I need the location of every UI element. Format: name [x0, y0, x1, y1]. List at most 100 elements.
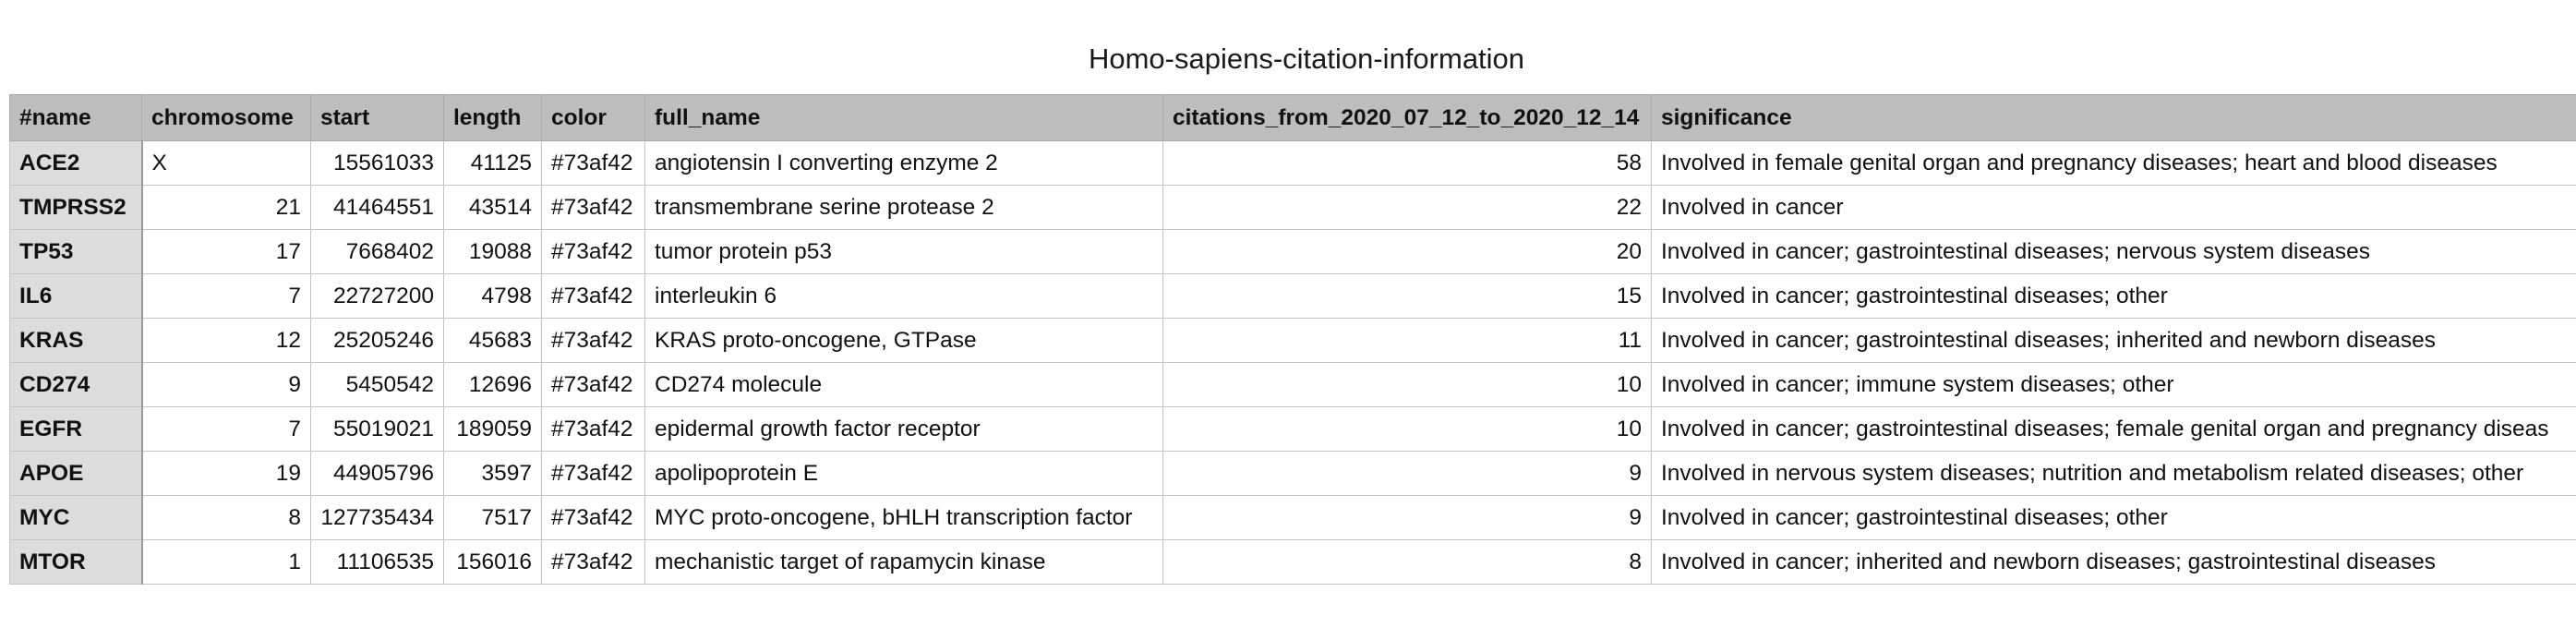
cell-name[interactable]: TMPRSS2: [9, 185, 143, 230]
table-row: MTOR 1 11106535 156016 #73af42 mechanist…: [9, 539, 2576, 585]
cell-chromosome[interactable]: 17: [141, 229, 311, 274]
cell-full-name[interactable]: tumor protein p53: [644, 229, 1163, 274]
column-header-significance[interactable]: significance: [1651, 94, 2576, 141]
cell-chromosome[interactable]: 1: [141, 539, 311, 585]
cell-chromosome[interactable]: X: [141, 140, 311, 186]
cell-color[interactable]: #73af42: [541, 140, 645, 186]
cell-significance[interactable]: Involved in cancer; immune system diseas…: [1651, 362, 2576, 407]
cell-full-name[interactable]: transmembrane serine protease 2: [644, 185, 1163, 230]
cell-significance[interactable]: Involved in nervous system diseases; nut…: [1651, 451, 2576, 496]
cell-length[interactable]: 189059: [443, 406, 542, 452]
table-row: IL6 7 22727200 4798 #73af42 interleukin …: [9, 273, 2576, 319]
cell-significance[interactable]: Involved in cancer; gastrointestinal dis…: [1651, 318, 2576, 363]
cell-length[interactable]: 19088: [443, 229, 542, 274]
cell-length[interactable]: 45683: [443, 318, 542, 363]
cell-chromosome[interactable]: 7: [141, 273, 311, 319]
cell-full-name[interactable]: epidermal growth factor receptor: [644, 406, 1163, 452]
cell-name[interactable]: EGFR: [9, 406, 143, 452]
column-header-chromosome[interactable]: chromosome: [141, 94, 311, 141]
cell-color[interactable]: #73af42: [541, 273, 645, 319]
cell-citations[interactable]: 22: [1162, 185, 1652, 230]
cell-citations[interactable]: 20: [1162, 229, 1652, 274]
cell-length[interactable]: 12696: [443, 362, 542, 407]
cell-length[interactable]: 4798: [443, 273, 542, 319]
cell-citations[interactable]: 9: [1162, 451, 1652, 496]
cell-color[interactable]: #73af42: [541, 185, 645, 230]
cell-start[interactable]: 25205246: [310, 318, 444, 363]
cell-full-name[interactable]: angiotensin I converting enzyme 2: [644, 140, 1163, 186]
cell-start[interactable]: 44905796: [310, 451, 444, 496]
cell-name[interactable]: ACE2: [9, 140, 143, 186]
cell-chromosome[interactable]: 19: [141, 451, 311, 496]
cell-full-name[interactable]: KRAS proto-oncogene, GTPase: [644, 318, 1163, 363]
cell-chromosome[interactable]: 21: [141, 185, 311, 230]
cell-full-name[interactable]: interleukin 6: [644, 273, 1163, 319]
cell-citations[interactable]: 10: [1162, 406, 1652, 452]
cell-start[interactable]: 5450542: [310, 362, 444, 407]
cell-chromosome[interactable]: 7: [141, 406, 311, 452]
cell-name[interactable]: TP53: [9, 229, 143, 274]
cell-chromosome[interactable]: 12: [141, 318, 311, 363]
cell-significance[interactable]: Involved in cancer; gastrointestinal dis…: [1651, 406, 2576, 452]
cell-significance[interactable]: Involved in female genital organ and pre…: [1651, 140, 2576, 186]
cell-length[interactable]: 43514: [443, 185, 542, 230]
cell-start[interactable]: 127735434: [310, 495, 444, 540]
table-row: APOE 19 44905796 3597 #73af42 apolipopro…: [9, 451, 2576, 496]
header-row: #name chromosome start length color full…: [9, 94, 2576, 141]
sheet-title: Homo-sapiens-citation-information: [1088, 42, 1525, 75]
table-row: EGFR 7 55019021 189059 #73af42 epidermal…: [9, 406, 2576, 452]
cell-start[interactable]: 41464551: [310, 185, 444, 230]
cell-color[interactable]: #73af42: [541, 406, 645, 452]
cell-start[interactable]: 55019021: [310, 406, 444, 452]
column-header-name[interactable]: #name: [9, 94, 142, 141]
cell-name[interactable]: APOE: [9, 451, 143, 496]
cell-start[interactable]: 15561033: [310, 140, 444, 186]
cell-color[interactable]: #73af42: [541, 318, 645, 363]
column-header-citations[interactable]: citations_from_2020_07_12_to_2020_12_14: [1162, 94, 1652, 141]
cell-significance[interactable]: Involved in cancer; gastrointestinal dis…: [1651, 229, 2576, 274]
cell-name[interactable]: MTOR: [9, 539, 143, 585]
cell-citations[interactable]: 10: [1162, 362, 1652, 407]
column-header-color[interactable]: color: [541, 94, 645, 141]
table-row: CD274 9 5450542 12696 #73af42 CD274 mole…: [9, 362, 2576, 407]
table-row: TP53 17 7668402 19088 #73af42 tumor prot…: [9, 229, 2576, 274]
cell-name[interactable]: CD274: [9, 362, 143, 407]
cell-name[interactable]: IL6: [9, 273, 143, 319]
cell-name[interactable]: KRAS: [9, 318, 143, 363]
column-header-full-name[interactable]: full_name: [644, 94, 1163, 141]
table-row: ACE2 X 15561033 41125 #73af42 angiotensi…: [9, 140, 2576, 186]
cell-color[interactable]: #73af42: [541, 495, 645, 540]
cell-full-name[interactable]: mechanistic target of rapamycin kinase: [644, 539, 1163, 585]
cell-length[interactable]: 156016: [443, 539, 542, 585]
cell-color[interactable]: #73af42: [541, 362, 645, 407]
cell-citations[interactable]: 15: [1162, 273, 1652, 319]
cell-chromosome[interactable]: 9: [141, 362, 311, 407]
cell-citations[interactable]: 11: [1162, 318, 1652, 363]
cell-length[interactable]: 41125: [443, 140, 542, 186]
cell-name[interactable]: MYC: [9, 495, 143, 540]
cell-significance[interactable]: Involved in cancer; gastrointestinal dis…: [1651, 273, 2576, 319]
table-row: KRAS 12 25205246 45683 #73af42 KRAS prot…: [9, 318, 2576, 363]
column-header-length[interactable]: length: [443, 94, 542, 141]
cell-citations[interactable]: 8: [1162, 539, 1652, 585]
cell-length[interactable]: 7517: [443, 495, 542, 540]
cell-start[interactable]: 22727200: [310, 273, 444, 319]
cell-full-name[interactable]: apolipoprotein E: [644, 451, 1163, 496]
data-table-container: #name chromosome start length color full…: [9, 94, 2576, 585]
cell-length[interactable]: 3597: [443, 451, 542, 496]
cell-significance[interactable]: Involved in cancer; inherited and newbor…: [1651, 539, 2576, 585]
cell-significance[interactable]: Involved in cancer; gastrointestinal dis…: [1651, 495, 2576, 540]
column-header-start[interactable]: start: [310, 94, 444, 141]
cell-significance[interactable]: Involved in cancer: [1651, 185, 2576, 230]
cell-citations[interactable]: 9: [1162, 495, 1652, 540]
cell-color[interactable]: #73af42: [541, 539, 645, 585]
cell-color[interactable]: #73af42: [541, 229, 645, 274]
cell-start[interactable]: 7668402: [310, 229, 444, 274]
cell-citations[interactable]: 58: [1162, 140, 1652, 186]
cell-color[interactable]: #73af42: [541, 451, 645, 496]
cell-full-name[interactable]: CD274 molecule: [644, 362, 1163, 407]
cell-chromosome[interactable]: 8: [141, 495, 311, 540]
data-table: #name chromosome start length color full…: [9, 94, 2576, 585]
cell-full-name[interactable]: MYC proto-oncogene, bHLH transcription f…: [644, 495, 1163, 540]
cell-start[interactable]: 11106535: [310, 539, 444, 585]
